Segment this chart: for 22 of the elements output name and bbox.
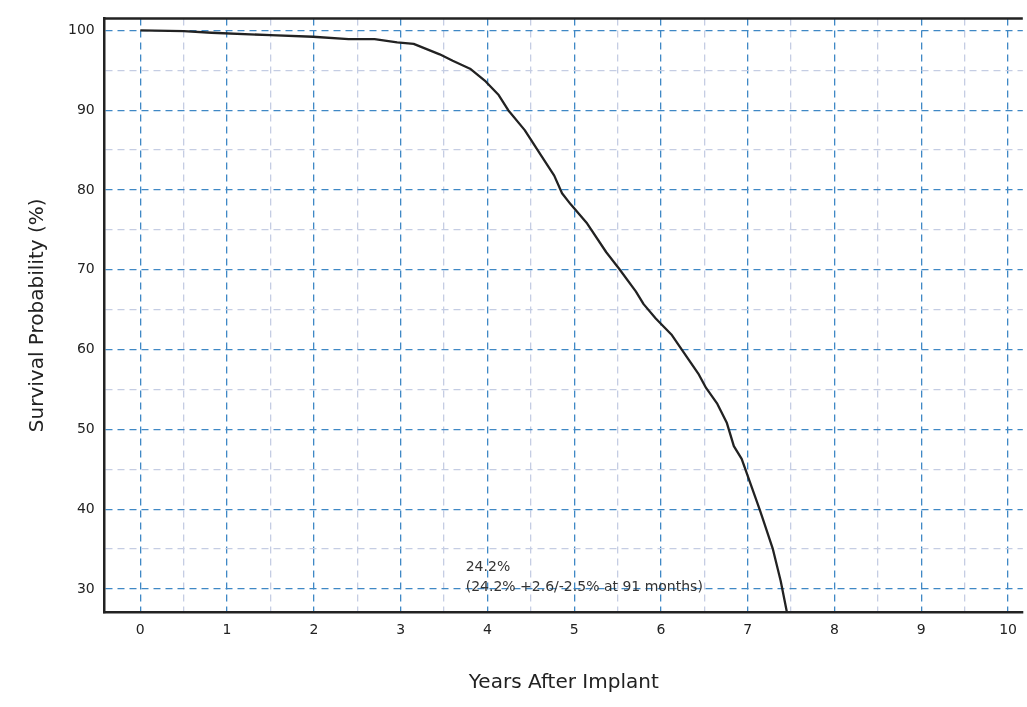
y-axis-title: Survival Probability (%) [24, 198, 49, 433]
x-tick-label: 8 [830, 621, 839, 638]
y-tick-label: 40 [76, 499, 95, 516]
x-tick-label: 10 [999, 621, 1017, 638]
x-tick-label: 0 [135, 621, 145, 638]
y-tick-label: 60 [76, 340, 95, 357]
y-tick-label: 70 [76, 260, 95, 277]
y-tick-label: 50 [76, 420, 95, 437]
y-tick-label: 90 [76, 100, 95, 117]
x-tick-label: 9 [916, 621, 926, 638]
x-tick-label: 5 [569, 621, 579, 638]
y-tick-label: 100 [67, 21, 95, 38]
x-tick-label: 7 [743, 621, 753, 638]
y-tick-label: 80 [76, 180, 95, 197]
x-tick-label: 3 [396, 621, 406, 638]
x-tick-label: 4 [482, 621, 492, 638]
x-axis-title: Years After Implant [467, 669, 659, 694]
x-tick-label: 6 [656, 621, 666, 638]
y-tick-label: 30 [76, 579, 95, 596]
annotation: 24.2% [465, 557, 511, 574]
x-tick-label: 1 [222, 621, 232, 638]
x-tick-label: 2 [309, 621, 319, 638]
